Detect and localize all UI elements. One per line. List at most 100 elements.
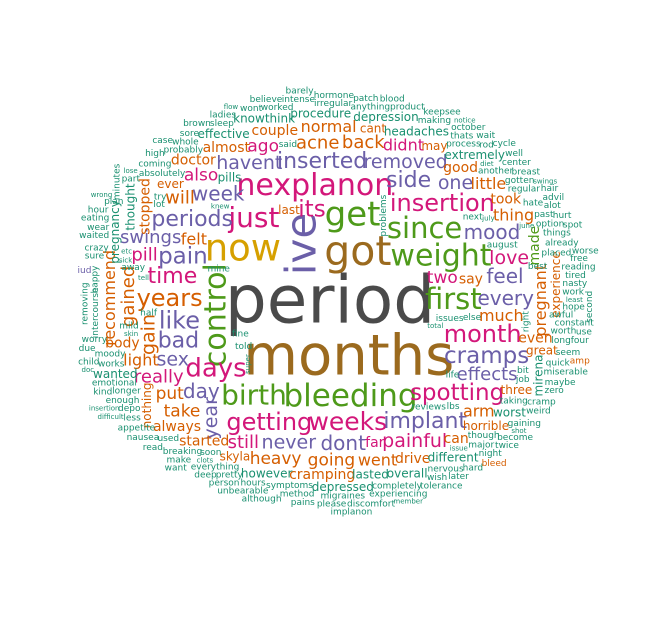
word-tolerance: tolerance xyxy=(420,481,463,491)
word-diet: diet xyxy=(480,160,494,168)
word-heavy: heavy xyxy=(250,449,302,469)
word-taking: taking xyxy=(500,397,528,407)
word-make: make xyxy=(166,455,191,465)
word-things: things xyxy=(543,228,571,238)
word-now: now xyxy=(205,227,281,270)
word-coming: coming xyxy=(138,159,171,169)
word-breast: breast xyxy=(512,168,541,178)
word-little: little xyxy=(471,174,507,193)
word-shot: shot xyxy=(511,427,526,435)
word-acne: acne xyxy=(296,133,339,154)
word-depression: depression xyxy=(353,110,418,124)
word-october: october xyxy=(451,123,486,133)
word-though: though xyxy=(468,431,500,441)
word-recommend: recommend xyxy=(100,250,119,346)
word-clots: clots xyxy=(197,456,214,464)
word-regular: regular xyxy=(508,184,540,194)
word-last: last xyxy=(278,203,300,217)
word-swings: swings xyxy=(120,227,181,248)
word-felt: felt xyxy=(181,230,207,249)
word-hour: hour xyxy=(88,205,109,215)
word-implant: implant xyxy=(383,409,467,434)
word-get: get xyxy=(325,195,381,235)
word-drive: drive xyxy=(395,451,430,467)
word-like: like xyxy=(159,306,200,334)
word-best: best xyxy=(528,262,548,272)
word-keepsee: keepsee xyxy=(423,108,461,118)
word-irregular: irregular xyxy=(314,99,353,109)
word-three: three xyxy=(501,383,533,397)
word-also: also xyxy=(184,166,218,186)
word-never: never xyxy=(262,432,317,454)
word-period: period xyxy=(225,262,435,339)
word-past: past xyxy=(534,210,554,220)
word-intense: intense xyxy=(282,95,316,105)
word-tired: tired xyxy=(565,271,586,281)
word-job: job xyxy=(515,375,530,385)
word-used: used xyxy=(157,434,179,444)
word-started: started xyxy=(179,433,229,449)
word-knew: knew xyxy=(211,202,230,210)
word-pregnancy: pregnancy xyxy=(108,200,122,264)
word-light: light xyxy=(123,351,158,370)
word-four: four xyxy=(571,336,589,346)
word-hurt: hurt xyxy=(553,211,572,221)
word-twice: twice xyxy=(495,441,519,451)
word-fine: fine xyxy=(232,330,249,340)
word-effective: effective xyxy=(198,127,250,141)
word-etc: etc xyxy=(121,247,132,255)
word-havent: havent xyxy=(216,152,282,174)
word-hormone: hormone xyxy=(314,91,355,101)
word-overall: overall xyxy=(387,466,428,480)
word-told: told xyxy=(235,342,252,352)
word-lose: lose xyxy=(124,167,138,175)
word-cramps: cramps xyxy=(444,343,529,369)
word-thats: thats xyxy=(450,131,473,141)
word-read: read xyxy=(143,443,163,453)
word-pill: pill xyxy=(131,245,157,266)
word-completely: completely xyxy=(372,481,423,491)
word-rod: rod xyxy=(479,140,494,150)
word-next: next xyxy=(463,213,483,223)
word-flow: flow xyxy=(224,103,239,111)
word-half: half xyxy=(140,308,158,318)
word-bleeding: bleeding xyxy=(283,378,417,414)
word-love: love xyxy=(489,247,529,269)
word-process: process xyxy=(446,139,481,149)
word-sex: sex xyxy=(156,348,189,370)
word-spot: spot xyxy=(563,220,583,230)
word-eating: eating xyxy=(81,213,110,223)
word-nothing: nothing xyxy=(140,382,154,428)
word-another: another xyxy=(478,166,513,176)
word-major: major xyxy=(468,440,494,450)
word-arm: arm xyxy=(463,402,495,421)
word-pains: pains xyxy=(291,498,315,508)
word-probably: probably xyxy=(164,146,204,156)
word-wrong: wrong xyxy=(91,191,113,199)
word-insertion: insertion xyxy=(390,189,495,217)
word-hate: hate xyxy=(523,199,544,209)
word-periods: periods xyxy=(151,207,233,232)
word-ladies: ladies xyxy=(210,111,237,121)
word-gain: gain xyxy=(138,314,160,355)
word-seem: seem xyxy=(556,348,581,358)
word-part: part xyxy=(122,174,141,184)
word-ago: ago xyxy=(247,137,279,157)
word-swings: swings xyxy=(533,177,557,185)
word-worst: worst xyxy=(493,406,526,420)
word-person: person xyxy=(209,478,240,488)
word-absolutely: absolutely xyxy=(139,169,186,179)
word-cycle: cycle xyxy=(493,139,517,149)
word-intercourse: intercourse xyxy=(91,287,101,338)
word-longer: longer xyxy=(112,387,141,397)
word-didnt: didnt xyxy=(383,136,424,155)
word-total: total xyxy=(427,322,443,330)
word-pretty: pretty xyxy=(216,470,244,480)
word-weird: weird xyxy=(526,407,551,417)
word-horrible: horrible xyxy=(463,419,509,433)
word-gained: gained xyxy=(118,266,139,327)
word-june: june xyxy=(518,222,534,230)
word-depo: depo xyxy=(118,404,141,414)
word-july: july xyxy=(481,215,494,223)
word-awful: awful xyxy=(549,310,573,320)
